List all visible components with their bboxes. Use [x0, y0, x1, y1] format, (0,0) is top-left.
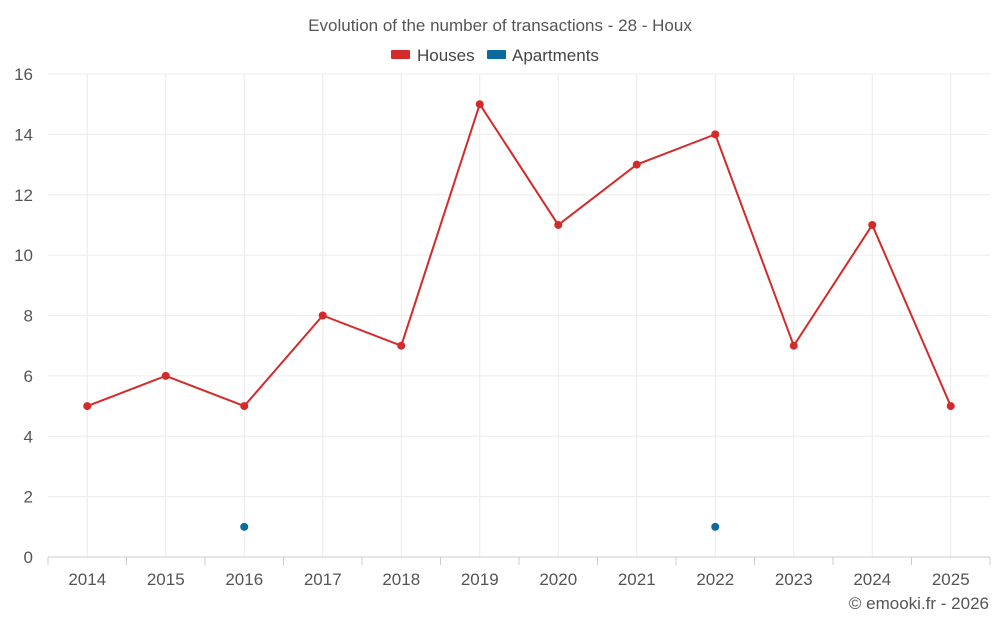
legend-swatch-houses: [391, 50, 410, 59]
x-tick-label: 2024: [853, 570, 891, 589]
legend: Houses Apartments: [391, 46, 599, 65]
credit-text: © emooki.fr - 2026: [849, 594, 989, 613]
data-point-houses[interactable]: [318, 311, 327, 320]
data-point-houses[interactable]: [161, 371, 170, 380]
y-tick-label: 6: [24, 367, 33, 386]
data-point-houses[interactable]: [946, 402, 955, 411]
x-tick-label: 2017: [304, 570, 342, 589]
series-layer: [83, 100, 955, 531]
x-tick-label: 2014: [68, 570, 106, 589]
legend-label-apartments[interactable]: Apartments: [512, 46, 599, 65]
y-tick-label: 8: [24, 307, 33, 326]
y-tick-label: 14: [14, 125, 33, 144]
x-tick-label: 2019: [461, 570, 499, 589]
y-tick-label: 0: [24, 548, 33, 567]
data-point-houses[interactable]: [789, 341, 798, 350]
y-tick-label: 2: [24, 488, 33, 507]
x-tick-label: 2023: [775, 570, 813, 589]
data-point-houses[interactable]: [83, 402, 92, 411]
y-tick-label: 12: [14, 186, 33, 205]
x-tick-label: 2022: [696, 570, 734, 589]
chart-title: Evolution of the number of transactions …: [308, 16, 692, 35]
data-point-houses[interactable]: [868, 220, 877, 229]
data-point-apartments[interactable]: [711, 522, 720, 531]
data-point-houses[interactable]: [475, 100, 484, 109]
x-tick-label: 2020: [539, 570, 577, 589]
data-point-houses[interactable]: [397, 341, 406, 350]
x-axis: 2014 2015 2016 2017 2018 2019 2020 2021 2022 2023…: [47, 556, 991, 589]
data-point-houses[interactable]: [554, 220, 563, 229]
y-tick-label: 16: [14, 65, 33, 84]
y-tick-label: 4: [24, 427, 33, 446]
y-axis: 0 2 4 6 8 10 12 14 16: [14, 65, 33, 567]
x-tick-label: 2021: [618, 570, 656, 589]
data-point-houses[interactable]: [240, 402, 249, 411]
data-point-houses[interactable]: [711, 130, 720, 139]
series-line-houses: [86, 103, 952, 408]
x-tick-label: 2025: [932, 570, 970, 589]
x-tick-label: 2016: [225, 570, 263, 589]
data-point-houses[interactable]: [632, 160, 641, 169]
x-tick-label: 2018: [382, 570, 420, 589]
y-tick-label: 10: [14, 246, 33, 265]
legend-label-houses[interactable]: Houses: [417, 46, 475, 65]
legend-swatch-apartments: [487, 50, 506, 59]
x-tick-label: 2015: [147, 570, 185, 589]
gridlines: [48, 73, 990, 557]
data-point-apartments[interactable]: [240, 522, 249, 531]
